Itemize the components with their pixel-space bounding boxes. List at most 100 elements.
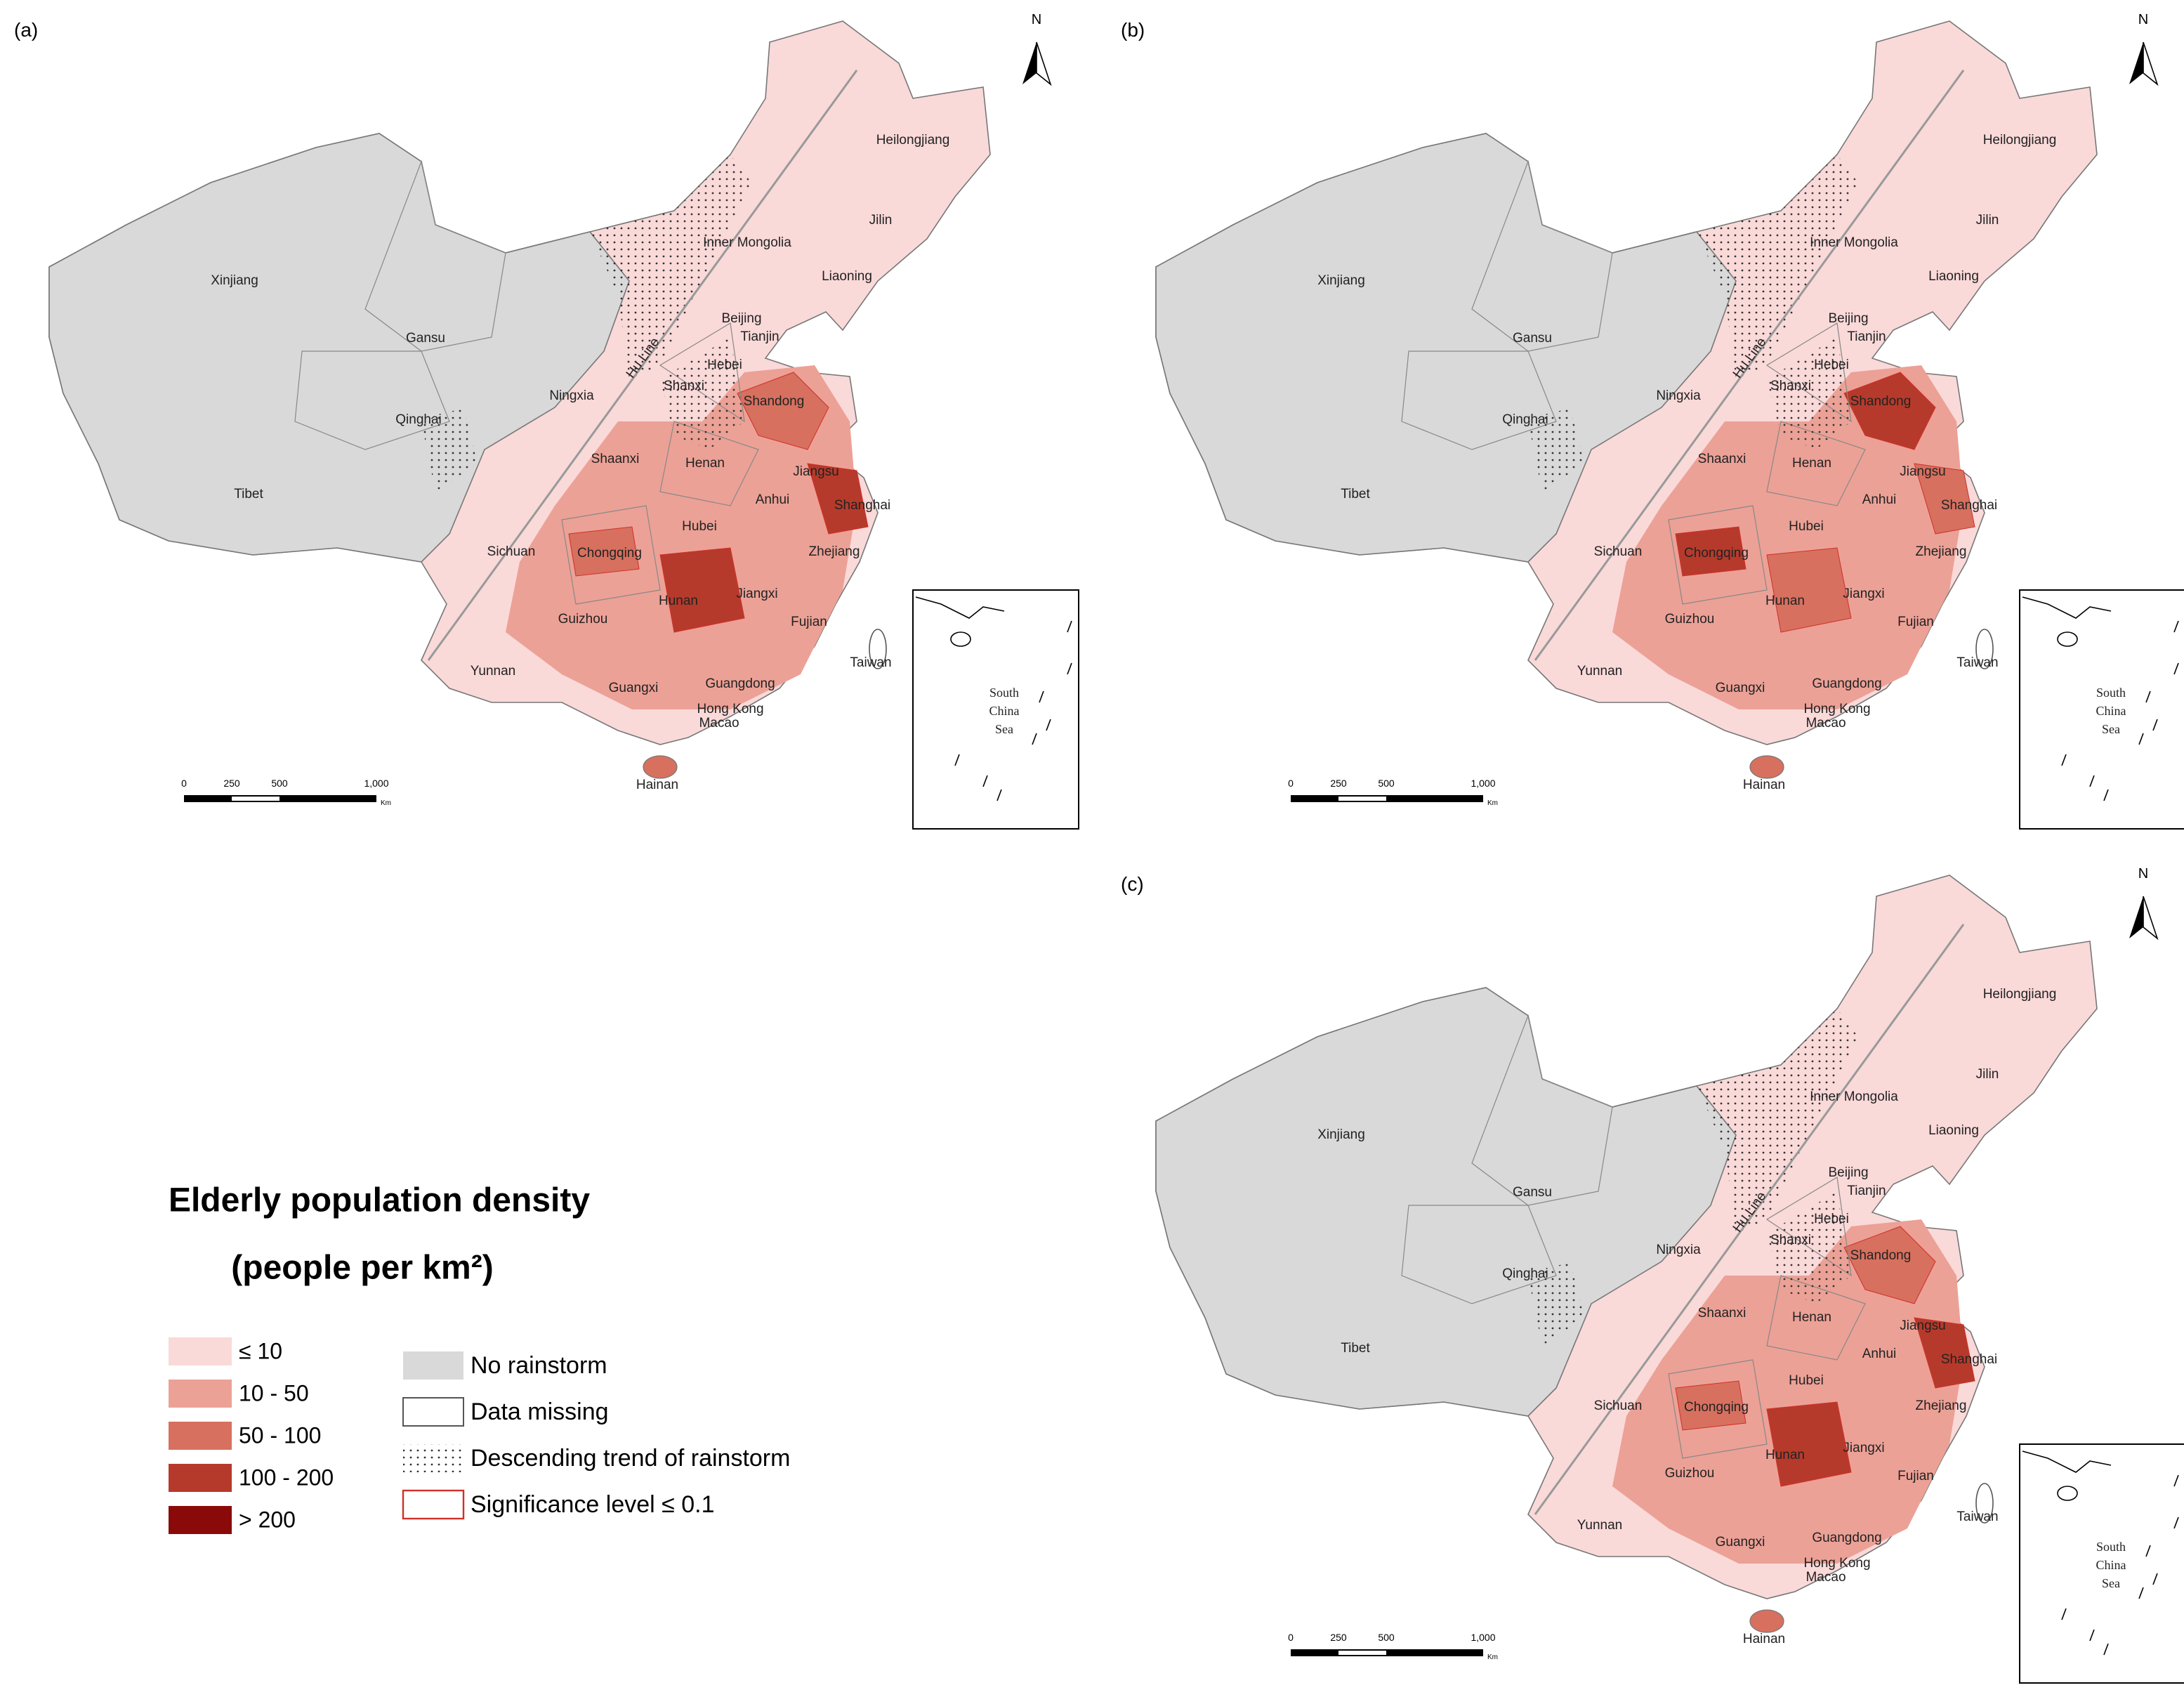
- province-label: Macao: [1805, 716, 1846, 731]
- province-label: Hong Kong: [1803, 702, 1870, 716]
- province-label: Liaoning: [1928, 1123, 1979, 1138]
- high-density: [1675, 526, 1746, 577]
- east-density: [506, 365, 857, 709]
- province-label: Tianjin: [1847, 1184, 1886, 1198]
- inset-label: South: [2096, 1540, 2126, 1554]
- province-label: Shaanxi: [591, 452, 640, 466]
- inset-label: Sea: [995, 722, 1013, 736]
- high-density: [1675, 1380, 1746, 1431]
- province-label: Hainan: [1743, 778, 1785, 792]
- map-panel: (c)Hu LineXinjiangGansuQinghaiTibetInner…: [1121, 866, 2184, 1684]
- scale-unit: Km: [381, 799, 391, 807]
- scale-bar: [1338, 1651, 1386, 1655]
- inset-label: South: [989, 686, 1019, 700]
- inset-boundary: [1039, 690, 1044, 703]
- taiwan: [1975, 1483, 1994, 1524]
- province-label: Xinjiang: [1317, 273, 1365, 288]
- province-label: Hubei: [1789, 519, 1824, 534]
- province-label: Beijing: [1828, 311, 1868, 326]
- province-label: Sichuan: [1594, 544, 1643, 559]
- scale-label: 250: [1330, 778, 1347, 789]
- legend-label: ≤ 10: [239, 1338, 282, 1363]
- legend-swatch: [169, 1464, 232, 1492]
- province-border: [1668, 1359, 1768, 1459]
- inset-coast: [2022, 1450, 2112, 1473]
- north-label: N: [2138, 12, 2148, 27]
- province-border: [294, 351, 450, 450]
- panel-label: (c): [1121, 873, 1144, 895]
- province-label: Hubei: [1789, 1373, 1824, 1388]
- inset-boundary: [2145, 690, 2151, 703]
- scale-label: 0: [181, 778, 187, 789]
- province-label: Tianjin: [740, 329, 779, 344]
- province-label: Chongqing: [1684, 1400, 1749, 1415]
- legend-label: > 200: [239, 1507, 296, 1532]
- province-label: Hainan: [636, 778, 678, 792]
- province-label: Shandong: [744, 394, 805, 409]
- legend-label: 50 - 100: [239, 1422, 321, 1448]
- province-label: Jiangsu: [1900, 464, 1946, 479]
- descending-trend: [421, 407, 478, 492]
- province-label: Heilongjiang: [876, 133, 950, 148]
- inset-boundary: [2173, 620, 2179, 633]
- province-label: Hunan: [1765, 594, 1805, 608]
- province-label: Tibet: [1341, 1341, 1370, 1356]
- province-label: Sichuan: [1594, 1398, 1643, 1413]
- province-border: [1766, 421, 1866, 506]
- province-label: Guangdong: [705, 676, 775, 691]
- province-label: Guizhou: [1665, 612, 1715, 627]
- province-label: Henan: [685, 456, 725, 471]
- descending-trend: [1528, 1262, 1584, 1346]
- province-label: Inner Mongolia: [703, 235, 791, 250]
- province-label: Shanxi: [664, 379, 704, 393]
- province-label: Sichuan: [487, 544, 536, 559]
- hainan: [1749, 1609, 1784, 1633]
- province-border: [364, 159, 506, 352]
- north-arrow: [2143, 41, 2159, 86]
- scale-label: 500: [1378, 1632, 1395, 1643]
- inset-boundary: [982, 775, 988, 787]
- province-label: Jiangsu: [793, 464, 839, 479]
- province-label: Fujian: [791, 615, 827, 629]
- province-label: Shanghai: [1941, 498, 1997, 513]
- province-label: Shandong: [1850, 1248, 1912, 1263]
- north-arrow: [2143, 896, 2159, 941]
- inset-boundary: [2173, 1474, 2179, 1487]
- province-label: Xinjiang: [211, 273, 258, 288]
- legend-label: 10 - 50: [239, 1380, 309, 1406]
- legend-symbol: [403, 1351, 463, 1380]
- inset-boundary: [2145, 1545, 2151, 1557]
- inset-label: China: [2096, 1558, 2126, 1572]
- province-label: Anhui: [756, 492, 790, 507]
- province-label: Shanxi: [1770, 1233, 1811, 1247]
- province-label: Jilin: [1976, 213, 1999, 228]
- legend-symbol: [402, 1489, 465, 1520]
- descending-trend: [590, 155, 751, 379]
- inset-boundary: [2173, 1517, 2179, 1529]
- province-label: Jilin: [1976, 1067, 1999, 1082]
- high-density: [1914, 1317, 1975, 1389]
- scale-label: 500: [1378, 778, 1395, 789]
- hu-line: [427, 70, 858, 661]
- province-label: Tianjin: [1847, 329, 1886, 344]
- province-label: Jiangxi: [1843, 587, 1884, 601]
- descending-trend: [1697, 1009, 1858, 1233]
- north-label: N: [2138, 866, 2148, 882]
- high-density: [1766, 547, 1852, 633]
- province-label: Heilongjiang: [1983, 133, 2057, 148]
- scale-bar: [232, 797, 279, 801]
- province-label: Guangdong: [1812, 1531, 1881, 1545]
- province-border: [659, 421, 759, 506]
- inset-label: China: [2096, 704, 2126, 718]
- province-label: Beijing: [721, 311, 761, 326]
- province-label: Inner Mongolia: [1810, 235, 1898, 250]
- province-label: Zhejiang: [1916, 1398, 1967, 1413]
- province-label: Shanghai: [834, 498, 890, 513]
- hu-line: [1534, 924, 1965, 1515]
- north-arrow: [2129, 42, 2143, 84]
- province-label: Heilongjiang: [1983, 987, 2057, 1002]
- map-panel: (b)Hu LineXinjiangGansuQinghaiTibetInner…: [1121, 12, 2184, 830]
- scale-bar: [1291, 1649, 1483, 1656]
- high-density: [659, 547, 745, 633]
